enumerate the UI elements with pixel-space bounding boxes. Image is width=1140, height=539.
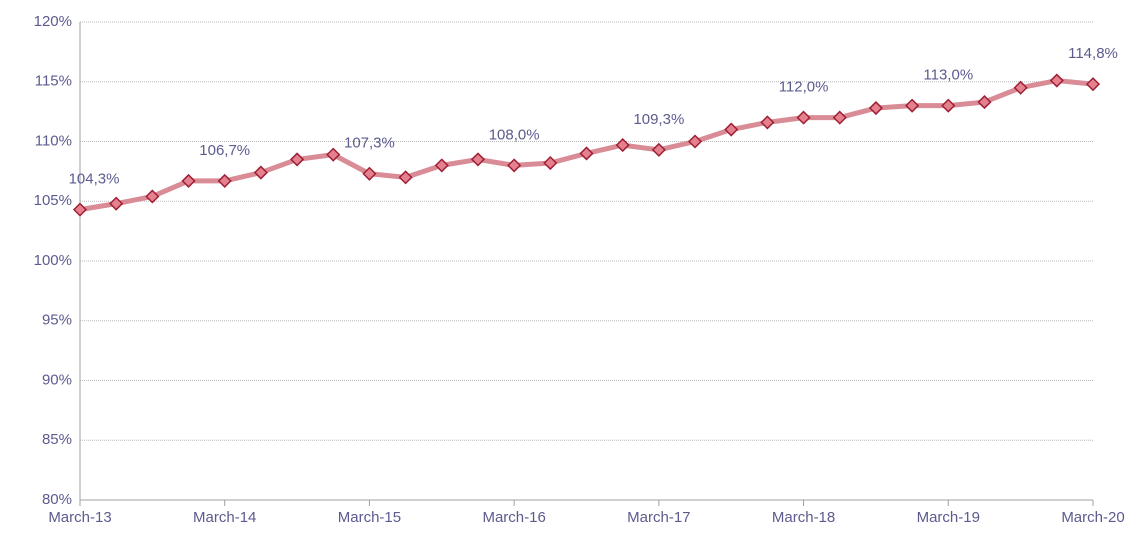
- marker: [1085, 77, 1101, 92]
- marker: [109, 196, 124, 211]
- data-label: 106,7%: [199, 142, 250, 159]
- marker: [1013, 80, 1028, 95]
- x-tick-label: March-14: [193, 509, 256, 526]
- x-tick-label: March-18: [772, 509, 835, 526]
- data-label: 107,3%: [344, 135, 395, 152]
- marker: [72, 202, 88, 217]
- marker: [290, 152, 305, 167]
- data-label: 114,8%: [1068, 45, 1118, 62]
- marker: [362, 166, 377, 181]
- x-tick-label: March-19: [917, 509, 980, 526]
- marker: [217, 173, 232, 188]
- marker: [253, 165, 268, 180]
- marker: [868, 100, 883, 116]
- y-tick-label: 80%: [42, 491, 72, 508]
- marker: [651, 142, 666, 157]
- y-tick-label: 85%: [42, 431, 72, 448]
- data-label: 112,0%: [779, 79, 829, 96]
- marker: [832, 110, 847, 125]
- marker: [687, 134, 703, 149]
- x-tick-label: March-20: [1061, 509, 1124, 526]
- x-tick-label: March-17: [627, 509, 690, 526]
- x-tick-label: March-15: [338, 509, 401, 526]
- marker: [579, 146, 594, 161]
- marker: [977, 95, 992, 110]
- marker: [181, 173, 196, 188]
- marker: [724, 122, 739, 137]
- marker: [1049, 73, 1064, 88]
- marker: [507, 158, 522, 173]
- marker: [398, 170, 413, 185]
- x-tick-label: March-16: [482, 509, 545, 526]
- data-label: 108,0%: [489, 126, 540, 143]
- marker: [905, 98, 920, 113]
- marker: [326, 147, 341, 162]
- marker: [941, 98, 956, 113]
- data-label: 109,3%: [633, 111, 684, 128]
- data-label: 113,0%: [923, 67, 973, 84]
- y-tick-label: 95%: [42, 312, 72, 329]
- y-tick-label: 120%: [34, 13, 72, 30]
- y-tick-label: 110%: [35, 132, 72, 149]
- marker: [145, 189, 160, 204]
- x-tick-label: March-13: [48, 509, 111, 526]
- marker: [615, 138, 630, 153]
- y-tick-label: 105%: [34, 192, 72, 209]
- marker: [434, 158, 449, 173]
- y-tick-label: 90%: [42, 371, 72, 388]
- marker: [543, 155, 558, 171]
- marker: [760, 115, 775, 130]
- data-label: 104,3%: [69, 171, 120, 188]
- y-tick-label: 115%: [35, 73, 72, 90]
- y-tick-label: 100%: [34, 252, 72, 269]
- marker: [470, 152, 486, 167]
- marker: [796, 110, 811, 125]
